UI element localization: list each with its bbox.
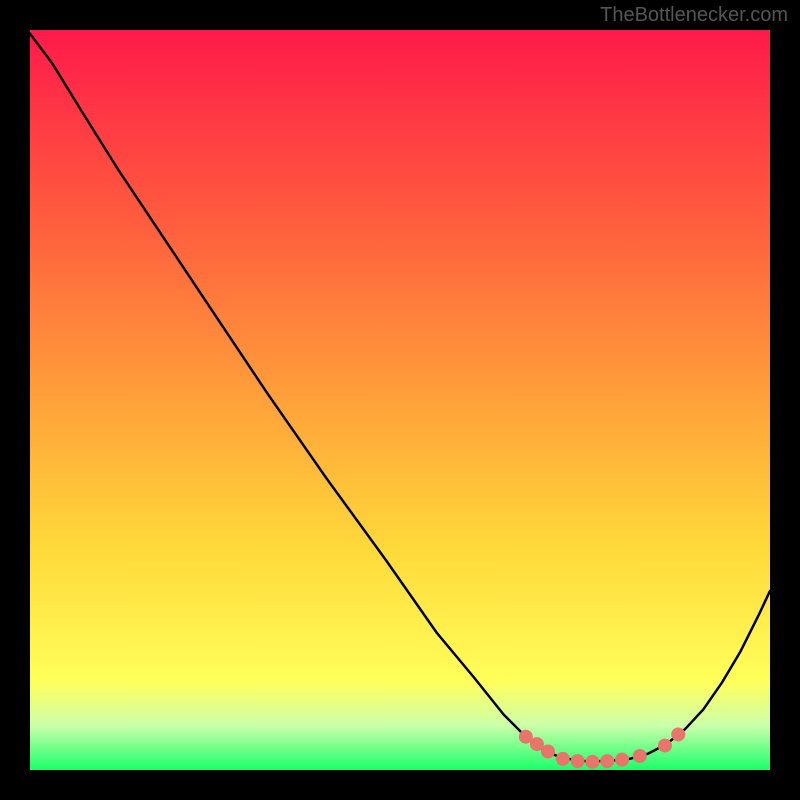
marker-dot (585, 755, 599, 769)
chart-svg (30, 30, 770, 770)
marker-dot (615, 753, 629, 767)
marker-dot (658, 739, 672, 753)
plot-area (30, 30, 770, 770)
marker-dot (571, 754, 585, 768)
marker-dot (600, 754, 614, 768)
marker-dot (671, 727, 685, 741)
marker-dot (633, 749, 647, 763)
watermark-text: TheBottlenecker.com (600, 4, 788, 27)
marker-dot (556, 752, 570, 766)
marker-dot (541, 745, 555, 759)
optimal-range-markers (519, 727, 685, 768)
bottleneck-curve (30, 34, 770, 761)
